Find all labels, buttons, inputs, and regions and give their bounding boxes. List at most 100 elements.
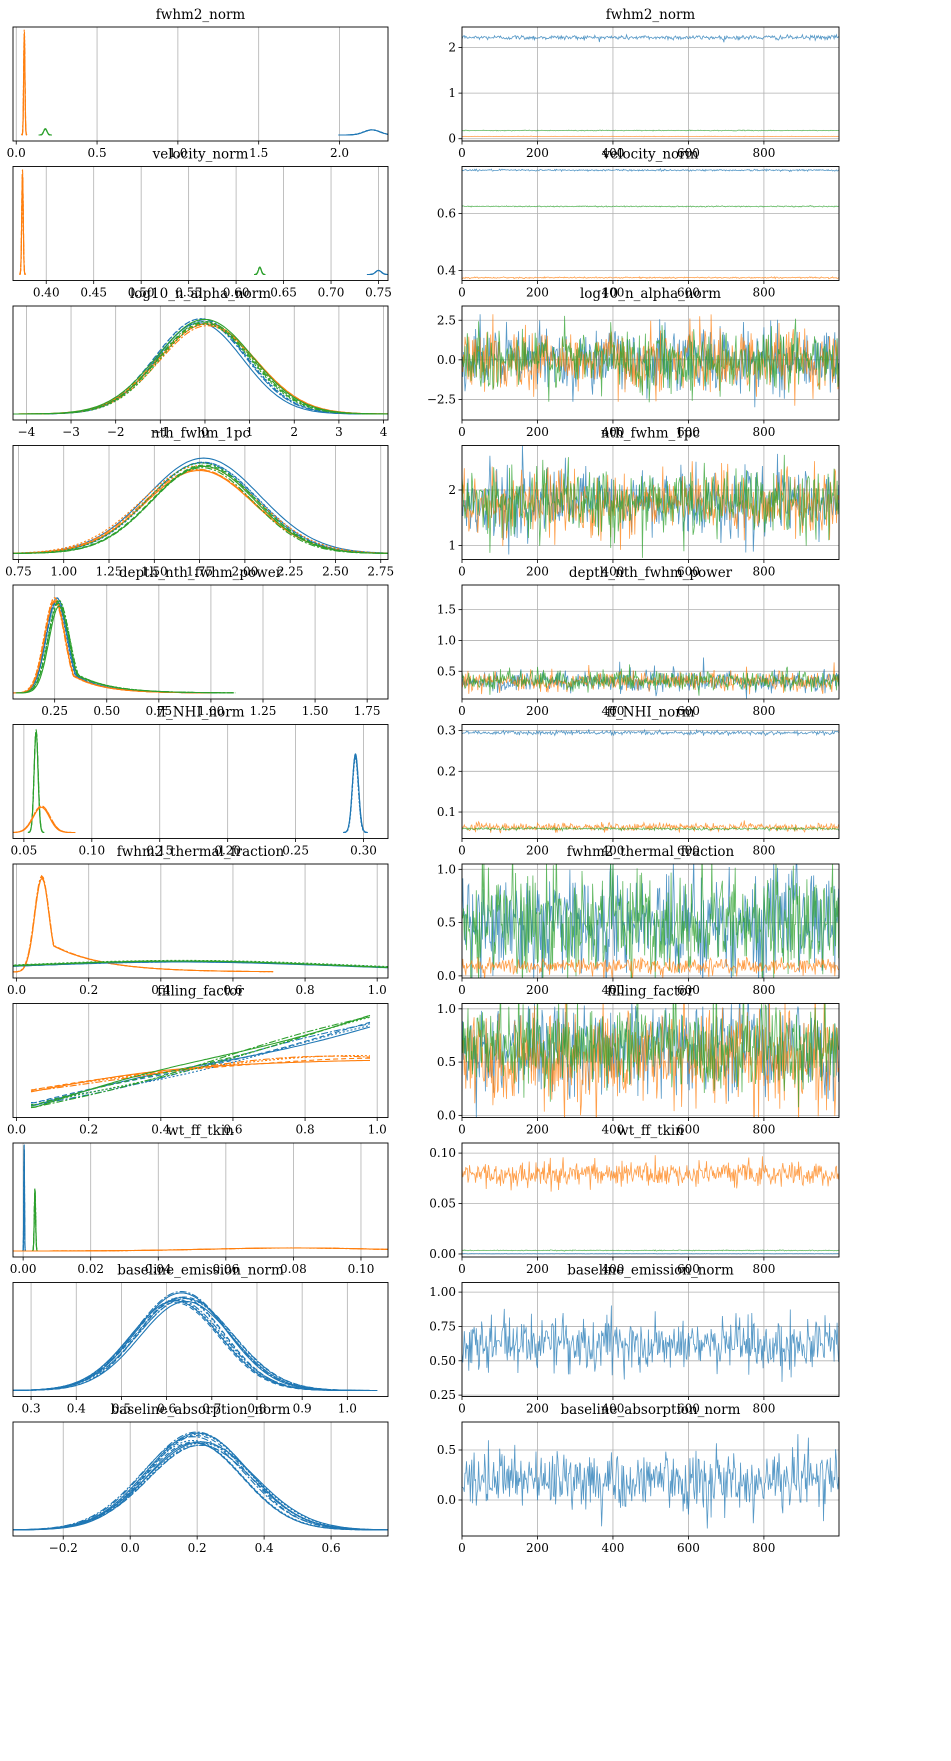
density-curve xyxy=(13,1432,388,1531)
x-tick-label: 0 xyxy=(201,425,209,439)
x-tick-label: 1.50 xyxy=(141,565,168,579)
x-tick-label: 0.55 xyxy=(175,286,202,300)
density-curve xyxy=(254,266,266,276)
x-tick-label: 200 xyxy=(526,844,549,858)
x-tick-label: 0.9 xyxy=(293,1402,312,1416)
x-tick-label: 800 xyxy=(752,146,775,160)
axes-frame xyxy=(12,863,389,979)
density-curve xyxy=(19,173,26,276)
x-tick-label: 1.0 xyxy=(168,146,187,160)
density-curve xyxy=(13,469,388,554)
grid-lines xyxy=(15,27,340,141)
y-tick-label: 0.1 xyxy=(437,805,456,819)
x-tick-label: 600 xyxy=(677,286,700,300)
x-tick-label: 1.5 xyxy=(249,146,268,160)
density-curve xyxy=(13,1442,388,1531)
x-tick-label: 0.4 xyxy=(151,983,170,997)
x-tick-label: 0 xyxy=(458,1402,466,1416)
density-curve xyxy=(13,464,388,554)
x-tick-label: 200 xyxy=(526,983,549,997)
x-tick-label: 0.75 xyxy=(5,565,32,579)
x-tick-label: −4 xyxy=(18,425,36,439)
x-tick-label: 200 xyxy=(526,1541,549,1555)
density-panel-3: 0.75 1.00 1.25 1.50 1.75 2.00 2.25 2.50 2.75 nth_… xyxy=(5,426,394,579)
x-tick-label: 0.30 xyxy=(350,844,377,858)
x-tick-label: 1.75 xyxy=(354,704,381,718)
series-marks xyxy=(13,1144,388,1252)
density-curve xyxy=(13,877,273,973)
y-tick-label: 0.5 xyxy=(437,664,456,678)
density-curve xyxy=(13,1299,358,1392)
panel-title: filling_factor xyxy=(157,984,244,1000)
trace-line xyxy=(462,1155,839,1192)
panel-title: ff_NHI_norm xyxy=(606,705,694,721)
x-tick-label: 0.5 xyxy=(112,1402,131,1416)
x-tick-label: 1.25 xyxy=(250,704,277,718)
grid-lines xyxy=(461,27,839,141)
density-curve xyxy=(13,469,388,554)
density-curve xyxy=(13,461,388,554)
y-tick-label: 0.5 xyxy=(437,1055,456,1069)
x-tick-label: 0.6 xyxy=(157,1402,176,1416)
x-tick-label: 600 xyxy=(677,1541,700,1555)
x-tick-label: 400 xyxy=(601,983,624,997)
panel-title: baseline_emission_norm xyxy=(567,1263,734,1279)
trace-line xyxy=(462,276,839,280)
trace-panel-5: 0 200 400 600 800 0.1 0.2 0.3 ff_NHI_norm xyxy=(437,705,840,858)
y-tick-label: 1.0 xyxy=(437,1002,456,1016)
series-marks xyxy=(462,864,839,978)
y-tick-label: 0.6 xyxy=(437,207,456,221)
trace-panel-2: 0 200 400 600 800 −2.5 0.0 2.5 log10_n_alpha_nor… xyxy=(427,286,840,439)
series-marks xyxy=(19,168,388,276)
x-tick-label: 0.8 xyxy=(247,1402,266,1416)
x-tick-label: 4 xyxy=(380,425,388,439)
x-tick-label: 800 xyxy=(752,844,775,858)
density-curve xyxy=(13,1247,388,1252)
x-tick-label: 0.70 xyxy=(318,286,345,300)
density-curve xyxy=(13,1441,388,1531)
x-tick-label: 800 xyxy=(752,1123,775,1137)
y-tick-label: 0 xyxy=(448,132,456,146)
grid-lines xyxy=(461,724,839,839)
axes-frame xyxy=(461,166,840,281)
axes-frame xyxy=(12,1142,389,1258)
trace-line xyxy=(462,664,839,696)
x-tick-label: −1 xyxy=(151,425,169,439)
density-panel-4: 0.25 0.50 0.75 1.00 1.25 1.50 1.75depth_nth_fw… xyxy=(12,565,389,718)
x-tick-label: 600 xyxy=(677,1402,700,1416)
trace-panel-7: 0 200 400 600 800 0.0 0.5 1.0 filling_factor xyxy=(437,984,840,1137)
trace-line xyxy=(462,1305,839,1382)
grid-lines xyxy=(62,1422,332,1536)
density-curve xyxy=(13,462,388,554)
axes-frame xyxy=(461,305,840,421)
density-curve xyxy=(22,1148,27,1252)
density-curve xyxy=(13,597,217,694)
density-curve xyxy=(343,753,368,834)
trace-line xyxy=(462,956,839,978)
trace-line xyxy=(462,315,839,403)
y-tick-label: 2 xyxy=(448,41,456,55)
y-tick-label: 1.0 xyxy=(437,633,456,647)
x-tick-label: 0.0 xyxy=(7,983,26,997)
density-curve xyxy=(13,876,273,973)
grid-lines xyxy=(25,306,384,420)
x-tick-label: 0.15 xyxy=(146,844,173,858)
x-tick-label: 0 xyxy=(458,565,466,579)
density-panel-6: 0.0 0.2 0.4 0.6 0.8 1.0 fwhm2_thermal_fraction xyxy=(7,844,389,997)
x-tick-label: 800 xyxy=(752,425,775,439)
x-tick-label: 400 xyxy=(601,1123,624,1137)
x-tick-label: −2 xyxy=(107,425,125,439)
x-tick-label: 2.0 xyxy=(330,146,349,160)
y-tick-label: 1.0 xyxy=(437,862,456,876)
x-tick-label: 0.04 xyxy=(145,1262,172,1276)
x-tick-label: 400 xyxy=(601,146,624,160)
panel-title: wt_ff_tkin xyxy=(617,1123,684,1139)
density-curve xyxy=(18,321,388,415)
x-tick-label: 0.5 xyxy=(88,146,107,160)
density-curve xyxy=(367,269,388,276)
trace-line xyxy=(462,454,839,558)
x-tick-label: 0 xyxy=(458,146,466,160)
density-curve xyxy=(13,1299,360,1392)
density-curve xyxy=(30,1016,371,1108)
density-curve xyxy=(38,128,52,136)
